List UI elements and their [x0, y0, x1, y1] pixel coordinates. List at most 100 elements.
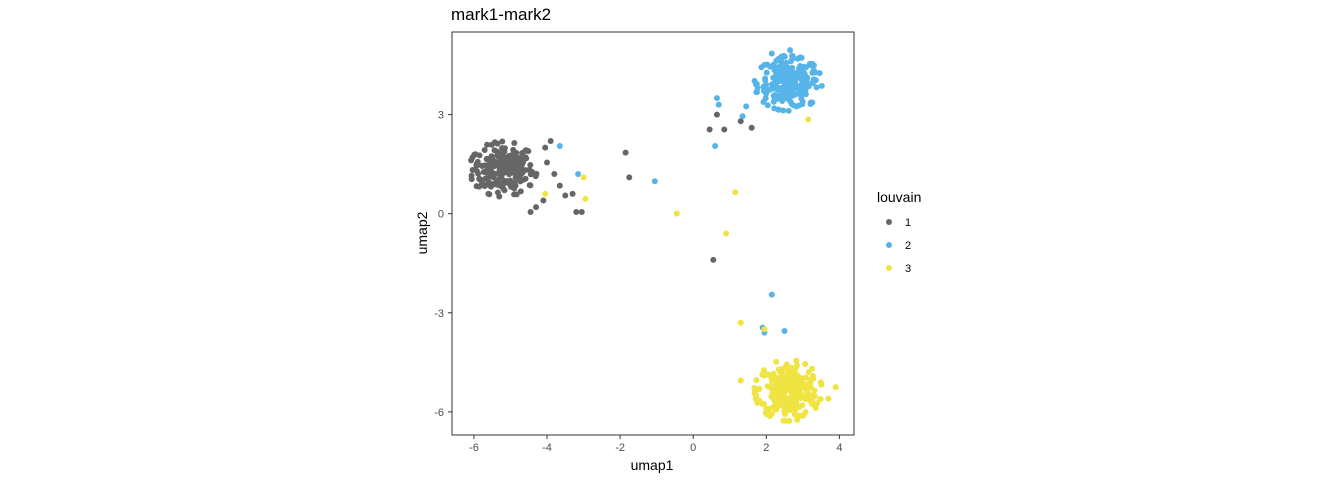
data-point	[476, 176, 483, 183]
data-point	[491, 158, 498, 165]
data-point	[802, 361, 809, 368]
data-point	[818, 82, 825, 89]
data-point	[809, 373, 816, 380]
data-point	[785, 107, 792, 114]
data-point	[832, 384, 839, 391]
data-point	[540, 197, 547, 204]
data-point	[753, 89, 760, 96]
data-point	[767, 384, 774, 391]
data-point	[793, 362, 800, 369]
data-point	[818, 381, 825, 388]
data-point	[713, 95, 720, 102]
data-point	[491, 147, 498, 154]
legend-label-2: 2	[905, 240, 911, 252]
data-point	[712, 142, 719, 149]
data-point	[544, 159, 551, 166]
data-point	[468, 157, 475, 164]
data-point	[762, 75, 769, 82]
data-point	[788, 364, 795, 371]
data-point	[769, 84, 776, 91]
data-point	[817, 395, 824, 402]
data-point	[780, 66, 787, 73]
data-point	[737, 118, 744, 125]
data-point	[497, 166, 504, 173]
data-point	[798, 92, 805, 99]
data-point	[788, 71, 795, 78]
data-point	[496, 182, 503, 189]
data-point	[773, 70, 780, 77]
data-point	[782, 417, 789, 424]
data-point	[562, 192, 569, 199]
data-point	[804, 74, 811, 81]
data-point	[547, 138, 554, 145]
data-point	[780, 107, 787, 114]
data-point	[764, 61, 771, 68]
data-point	[739, 113, 746, 120]
data-point	[779, 396, 786, 403]
data-point	[622, 149, 629, 156]
data-point	[556, 182, 563, 189]
data-point	[743, 103, 750, 110]
data-point	[751, 384, 758, 391]
data-point	[501, 148, 508, 155]
data-point	[811, 387, 818, 394]
data-point	[487, 172, 494, 179]
data-point	[476, 183, 483, 190]
data-point	[760, 372, 767, 379]
data-point	[713, 111, 720, 118]
data-point	[809, 392, 816, 399]
data-point	[573, 209, 580, 216]
legend-key-1	[886, 219, 892, 225]
data-point	[799, 375, 806, 382]
data-point	[527, 171, 534, 178]
data-point	[542, 144, 549, 151]
data-point	[770, 98, 777, 105]
data-point	[488, 153, 495, 160]
data-point	[758, 64, 765, 71]
data-point	[484, 141, 491, 148]
data-point	[766, 405, 773, 412]
data-point	[760, 87, 767, 94]
data-point	[763, 69, 770, 76]
data-point	[788, 100, 795, 107]
data-point	[768, 291, 775, 298]
data-point	[812, 77, 819, 84]
data-point	[783, 78, 790, 85]
y-tick-label: 0	[438, 209, 444, 221]
plot-panel	[451, 31, 855, 436]
y-tick-label: -6	[434, 407, 444, 419]
data-point	[533, 204, 540, 211]
data-point	[809, 69, 816, 76]
data-point	[808, 400, 815, 407]
data-point	[673, 210, 680, 217]
x-tick-label: -2	[615, 442, 625, 454]
data-point	[748, 124, 755, 131]
data-point	[789, 52, 796, 59]
data-point	[556, 142, 563, 149]
data-point	[785, 382, 792, 389]
data-point	[509, 159, 516, 166]
data-point	[800, 70, 807, 77]
data-point	[781, 73, 788, 80]
chart-title: mark1-mark2	[451, 5, 551, 24]
data-point	[808, 62, 815, 69]
data-point	[769, 392, 776, 399]
data-point	[797, 63, 804, 70]
data-point	[516, 170, 523, 177]
data-point	[799, 380, 806, 387]
data-point	[472, 151, 479, 158]
data-point	[778, 53, 785, 60]
data-point	[507, 166, 514, 173]
data-point	[802, 83, 809, 90]
data-point	[522, 154, 529, 161]
data-point	[802, 392, 809, 399]
data-point	[517, 188, 524, 195]
data-point	[509, 152, 516, 159]
y-axis: -6 -3 0 3	[434, 110, 452, 419]
legend: louvain 1 2 3	[877, 189, 921, 275]
data-point	[732, 189, 739, 196]
data-point	[787, 47, 794, 54]
data-point	[773, 57, 780, 64]
data-point	[809, 365, 816, 372]
